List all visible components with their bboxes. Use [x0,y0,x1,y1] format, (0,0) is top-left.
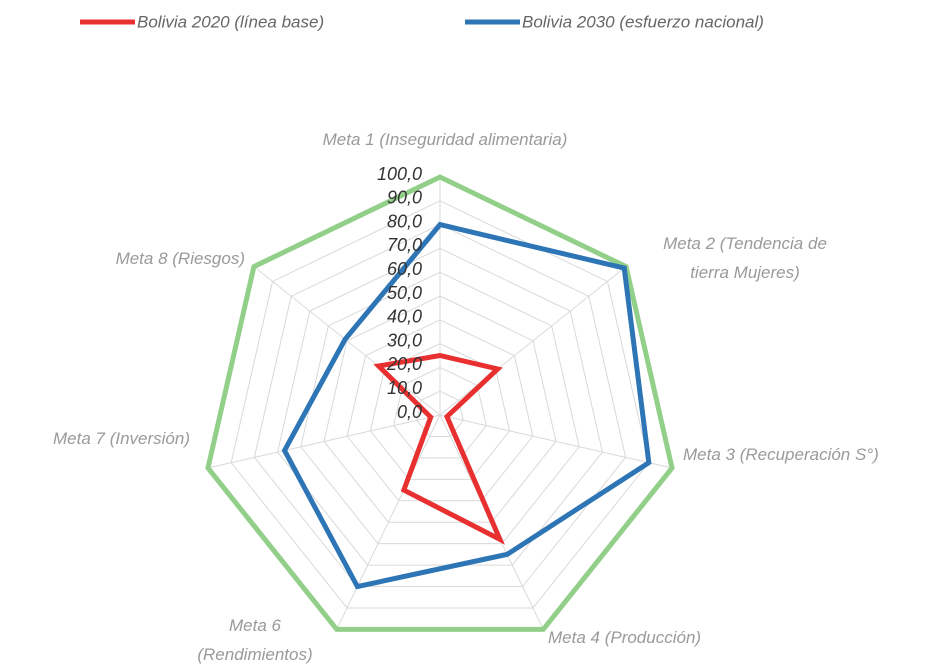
grid-ring [253,224,627,588]
category-label: Meta 7 (Inversión) [53,429,190,448]
legend-label: Bolivia 2030 (esfuerzo nacional) [522,12,764,31]
tick-label: 90,0 [387,188,422,208]
series-line [205,174,675,632]
grid-ring [300,271,580,545]
tick-label: 40,0 [387,307,422,327]
tick-label: 30,0 [387,330,422,350]
tick-label: 70,0 [387,235,422,255]
tick-label: 60,0 [387,259,422,279]
category-line: Meta 3 (Recuperación S°) [683,445,879,464]
category-line: Meta 8 (Riesgos) [116,249,245,268]
category-line: tierra Mujeres) [690,263,800,282]
tick-label: 100,0 [377,164,422,184]
category-label: Meta 8 (Riesgos) [116,249,245,268]
grid-ring [393,366,487,459]
grid-ring [346,319,534,502]
grid-ring [277,247,603,566]
category-label: Meta 3 (Recuperación S°) [683,445,879,464]
tick-label: 0,0 [397,402,422,422]
tick-label: 10,0 [387,378,422,398]
category-line: Meta 2 (Tendencia de [663,234,827,253]
category-line: Meta 4 (Producción) [548,628,701,647]
category-label: Meta 1 (Inseguridad alimentaria) [323,130,568,149]
category-label: Meta 2 (Tendencia de tierra Mujeres) [663,234,827,282]
tick-label: 80,0 [387,211,422,231]
spoke [207,414,441,469]
spoke [336,414,441,630]
category-label: Meta 4 (Producción) [548,628,701,647]
tick-label: 50,0 [387,283,422,303]
category-line: Meta 6 [229,616,282,635]
grid-ring [230,200,650,609]
category-line: (Rendimientos) [197,645,312,664]
category-label: Meta 6 (Rendimientos) [197,616,312,664]
grid-ring [323,295,557,523]
category-line: Meta 7 (Inversión) [53,429,190,448]
category-line: Meta 1 (Inseguridad alimentaria) [323,130,568,149]
tick-label: 20,0 [386,354,422,374]
spoke [439,266,627,416]
series-line [373,352,505,545]
series-line [281,221,652,590]
spoke [439,414,673,469]
legend-label: Bolivia 2020 (línea base) [137,12,324,31]
grid-ring [369,343,511,480]
